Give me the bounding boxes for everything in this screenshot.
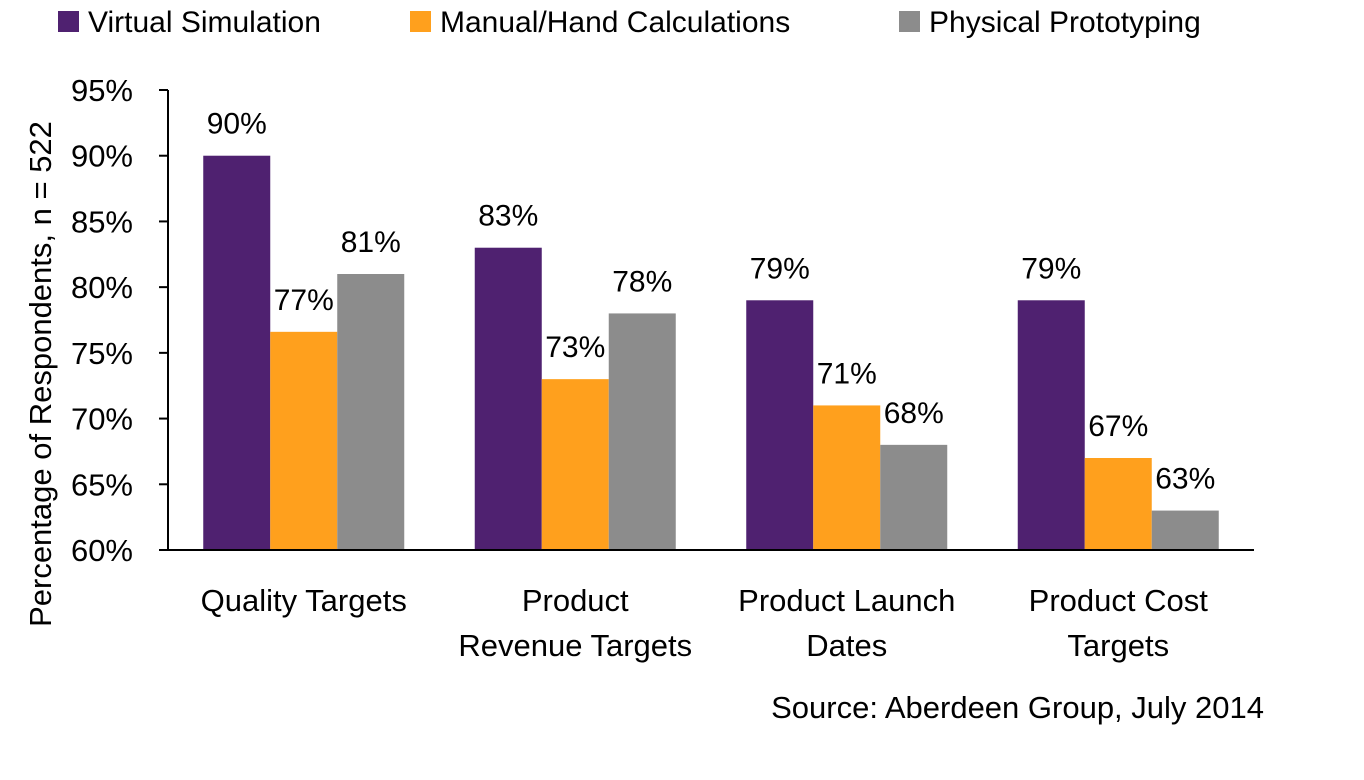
- y-tick-label-5: 80%: [71, 270, 133, 305]
- axes: 60% 65% 70% 75% 80% 85% 90% 95%: [71, 73, 1254, 568]
- bar-physical-3: [880, 444, 948, 550]
- data-label-manual-4: 67%: [1088, 410, 1148, 443]
- y-tick-label-8: 95%: [71, 73, 133, 108]
- bar-physical-4: [1151, 510, 1219, 550]
- bar-virtual-1: [203, 155, 271, 550]
- category-label-2: Product Revenue Targets: [458, 583, 692, 663]
- bar-manual-1: [270, 331, 338, 550]
- data-label-physical-4: 63%: [1155, 463, 1215, 496]
- data-label-manual-1: 77%: [274, 284, 334, 317]
- source-note: Source: Aberdeen Group, July 2014: [771, 690, 1264, 725]
- y-tick-label-2: 65%: [71, 467, 133, 502]
- data-label-virtual-4: 79%: [1021, 252, 1081, 285]
- bar-physical-1: [337, 274, 405, 550]
- bar-manual-3: [813, 405, 881, 550]
- bar-physical-2: [608, 313, 676, 550]
- category-label-1: Quality Targets: [201, 583, 407, 618]
- legend-label-1: Virtual Simulation: [88, 6, 321, 39]
- y-tick-label-3: 70%: [71, 402, 133, 437]
- bar-virtual-2: [474, 247, 542, 550]
- y-tick-label-7: 90%: [71, 139, 133, 174]
- data-label-virtual-1: 90%: [207, 108, 267, 141]
- data-label-manual-3: 71%: [817, 357, 877, 390]
- y-tick-label-4: 75%: [71, 336, 133, 371]
- data-label-manual-2: 73%: [545, 331, 605, 364]
- bars: [203, 155, 1219, 550]
- legend-swatch-3: [899, 11, 920, 32]
- y-tick-label-1: 60%: [71, 533, 133, 568]
- legend-swatch-1: [58, 11, 79, 32]
- category-label-4: Product Cost Targets: [1029, 583, 1209, 663]
- data-label-physical-3: 68%: [884, 397, 944, 430]
- bar-virtual-3: [746, 300, 814, 550]
- data-label-virtual-2: 83%: [478, 200, 538, 233]
- y-tick-label-6: 85%: [71, 204, 133, 239]
- data-label-physical-2: 78%: [612, 265, 672, 298]
- data-labels: 90% 77%81% Quality Targets 83% 73%78% Product…: [201, 108, 1216, 663]
- bar-virtual-4: [1017, 300, 1085, 550]
- legend-label-2: Manual/Hand Calculations: [440, 6, 790, 39]
- category-label-3: Product Launch Dates: [738, 583, 955, 663]
- bar-manual-4: [1084, 458, 1152, 550]
- bar-manual-2: [541, 379, 609, 550]
- data-label-physical-1: 81%: [341, 226, 401, 259]
- legend-swatch-2: [410, 11, 431, 32]
- legend: Virtual Simulation Manual/Hand Calculatio…: [58, 6, 1201, 39]
- legend-label-3: Physical Prototyping: [929, 6, 1201, 39]
- y-axis-title: Percentage of Respondents, n = 522: [23, 121, 58, 627]
- data-label-virtual-3: 79%: [750, 252, 810, 285]
